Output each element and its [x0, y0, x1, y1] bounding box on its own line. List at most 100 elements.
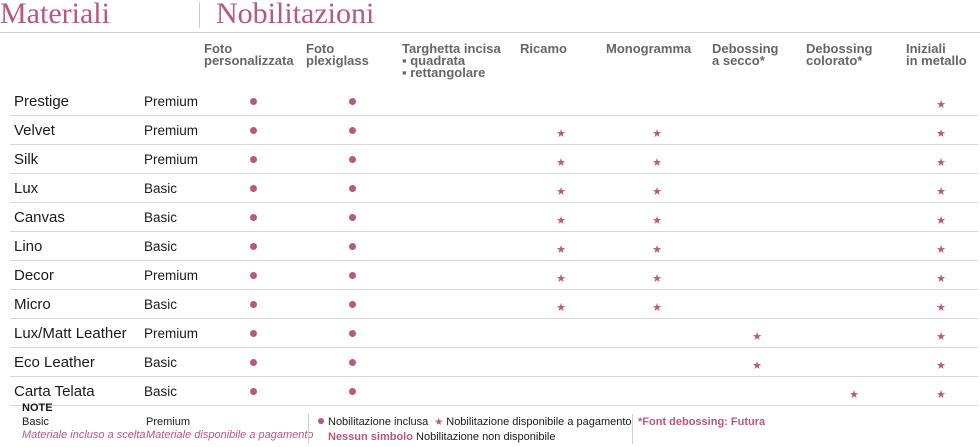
finish-cell — [400, 174, 518, 203]
finish-cell — [400, 232, 518, 261]
material-name: Decor — [10, 261, 140, 290]
included-dot-icon — [249, 388, 257, 395]
finish-cell — [202, 145, 304, 174]
paid-star-icon: ★ — [936, 99, 946, 111]
finish-cell — [804, 174, 904, 203]
finish-cell — [304, 348, 400, 377]
premium-label: Premium — [146, 416, 191, 428]
finish-cell: ★ — [904, 116, 978, 145]
finish-cell — [202, 261, 304, 290]
table-row: Eco Leather Basic ★ ★ — [10, 348, 978, 377]
finish-cell — [202, 116, 304, 145]
finish-cell — [804, 348, 904, 377]
finish-cell — [202, 377, 304, 406]
finish-cell — [400, 87, 518, 116]
material-level: Basic — [140, 203, 202, 232]
material-name: Velvet — [10, 116, 140, 145]
finish-cell — [304, 174, 400, 203]
finish-cell — [400, 116, 518, 145]
included-dot-icon — [348, 127, 356, 134]
finish-cell: ★ — [518, 145, 604, 174]
finish-cell — [518, 377, 604, 406]
paid-star-icon: ★ — [752, 360, 762, 372]
col-monogramma: Monogramma — [606, 41, 692, 56]
finish-cell — [400, 290, 518, 319]
finish-cell — [304, 377, 400, 406]
finish-cell: ★ — [904, 203, 978, 232]
finish-cell — [710, 174, 804, 203]
finish-cell — [710, 145, 804, 174]
table-row: Lino Basic ★ ★ ★ — [10, 232, 978, 261]
included-dot-icon — [348, 359, 356, 366]
finish-cell: ★ — [904, 145, 978, 174]
material-name: Carta Telata — [10, 377, 140, 406]
finish-cell: ★ — [904, 87, 978, 116]
finish-cell — [202, 174, 304, 203]
star-icon: ★ — [434, 417, 444, 428]
finish-cell: ★ — [518, 203, 604, 232]
paid-star-icon: ★ — [652, 273, 662, 285]
finish-cell: ★ — [518, 116, 604, 145]
paid-star-icon: ★ — [556, 273, 566, 285]
finish-cell — [804, 319, 904, 348]
finish-cell: ★ — [804, 377, 904, 406]
finish-cell — [518, 319, 604, 348]
top-rule — [0, 32, 980, 33]
notes-section: NOTE Basic Materiale incluso a scelta Pr… — [0, 400, 980, 447]
finish-cell — [400, 261, 518, 290]
table-row: Lux Basic ★ ★ ★ — [10, 174, 978, 203]
material-name: Lino — [10, 232, 140, 261]
finish-cell — [604, 377, 710, 406]
finish-cell — [400, 203, 518, 232]
col-debossing-secco: Debossing a secco* — [712, 41, 779, 68]
finish-cell: ★ — [604, 145, 710, 174]
included-dot-icon — [249, 127, 257, 134]
included-dot-icon — [249, 98, 257, 105]
legend-none: Nessun simbolo Nobilitazione non disponi… — [328, 431, 555, 443]
finish-cell — [400, 377, 518, 406]
finish-cell — [604, 348, 710, 377]
finish-cell — [710, 261, 804, 290]
included-dot-icon — [348, 185, 356, 192]
finish-cell — [304, 232, 400, 261]
table-row: Silk Premium ★ ★ ★ — [10, 145, 978, 174]
included-dot-icon — [249, 185, 257, 192]
material-level: Basic — [140, 290, 202, 319]
material-level: Basic — [140, 174, 202, 203]
level-column-header — [140, 43, 202, 87]
paid-star-icon: ★ — [936, 389, 946, 401]
paid-star-icon: ★ — [936, 302, 946, 314]
paid-star-icon: ★ — [936, 331, 946, 343]
included-dot-icon — [348, 214, 356, 221]
paid-star-icon: ★ — [556, 302, 566, 314]
included-dot-icon — [249, 301, 257, 308]
table-row: Prestige Premium ★ — [10, 87, 978, 116]
finish-cell: ★ — [904, 232, 978, 261]
finish-cell: ★ — [710, 348, 804, 377]
col-debossing-colorato: Debossing colorato* — [806, 41, 873, 68]
material-name: Silk — [10, 145, 140, 174]
paid-star-icon: ★ — [936, 360, 946, 372]
finish-cell — [804, 203, 904, 232]
materials-finishes-table: Foto personalizzata Foto plexiglass Targhe… — [10, 41, 978, 406]
finish-cell — [400, 348, 518, 377]
material-name: Eco Leather — [10, 348, 140, 377]
finish-cell: ★ — [518, 290, 604, 319]
included-dot-icon — [249, 156, 257, 163]
font-note: *Font debossing: Futura — [638, 416, 766, 428]
finish-cell: ★ — [904, 261, 978, 290]
finish-cell: ★ — [604, 261, 710, 290]
paid-star-icon: ★ — [652, 128, 662, 140]
finish-cell — [710, 377, 804, 406]
finish-cell — [304, 319, 400, 348]
paid-star-icon: ★ — [936, 215, 946, 227]
notes-label: NOTE — [22, 402, 53, 414]
col-foto-plexiglass: Foto plexiglass — [306, 41, 369, 68]
notes-divider — [308, 414, 309, 444]
finish-cell — [304, 87, 400, 116]
premium-description: Materiale disponibile a pagamento — [146, 429, 314, 441]
legend-symbols: Nobilitazione inclusa ★ Nobilitazione disp… — [318, 416, 632, 428]
finish-cell — [604, 87, 710, 116]
materials-heading: Materiali — [0, 0, 110, 30]
material-name: Lux/Matt Leather — [10, 319, 140, 348]
